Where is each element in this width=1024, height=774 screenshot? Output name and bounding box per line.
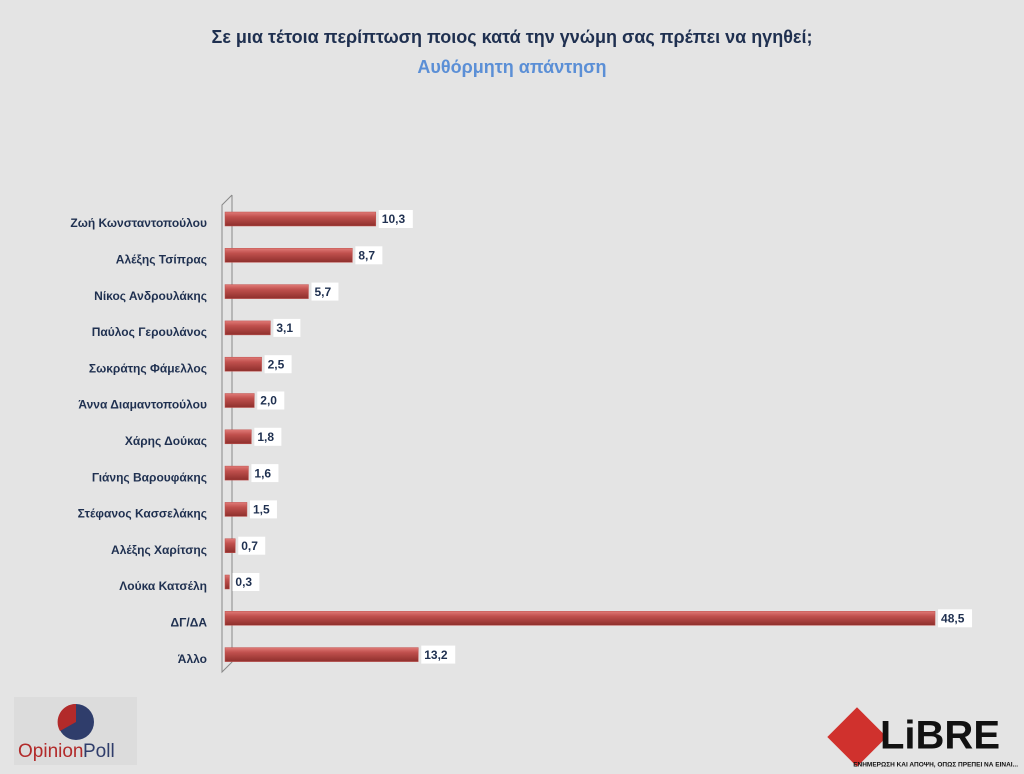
bar — [224, 393, 255, 408]
value-label-box — [264, 355, 292, 374]
bar — [224, 611, 936, 626]
logo-text: Poll — [83, 741, 115, 762]
bar — [224, 429, 252, 445]
bar — [224, 538, 236, 553]
value-label: 2,0 — [260, 394, 277, 408]
category-label: Ζωή Κωνσταντοπούλου — [70, 216, 207, 230]
category-label: Χάρης Δούκας — [125, 434, 207, 448]
category-label: Άννα Διαμαντοπούλου — [78, 398, 207, 412]
value-label: 5,7 — [314, 285, 331, 299]
category-label: Στέφανος Κασσελάκης — [78, 507, 207, 521]
value-label-box — [238, 536, 266, 555]
chart-title: Σε μια τέτοια περίπτωση ποιος κατά την γ… — [212, 27, 813, 47]
value-label: 3,1 — [276, 321, 293, 335]
value-label: 0,3 — [235, 575, 252, 589]
category-label: Γιάνης Βαρουφάκης — [92, 470, 207, 484]
value-label-box — [355, 246, 383, 265]
bar — [224, 248, 353, 263]
value-label-box — [257, 391, 285, 410]
bar — [224, 647, 419, 662]
value-label: 1,5 — [253, 503, 270, 517]
value-label-box — [938, 609, 973, 628]
logo-mark — [827, 707, 887, 767]
value-label-box — [251, 464, 279, 483]
value-label: 48,5 — [941, 611, 965, 625]
value-label: 1,6 — [254, 466, 271, 480]
chart-subtitle: Αυθόρμητη απάντηση — [417, 57, 606, 77]
category-label: Αλέξης Χαρίτσης — [111, 543, 207, 557]
category-label: Αλέξης Τσίπρας — [116, 252, 207, 266]
value-label-box — [273, 318, 301, 337]
value-label-box — [421, 645, 456, 664]
bar — [224, 356, 262, 372]
category-label: Νίκος Ανδρουλάκης — [94, 289, 207, 303]
value-label: 0,7 — [241, 539, 258, 553]
category-label: Λούκα Κατσέλη — [119, 579, 207, 593]
value-label-box — [232, 573, 260, 591]
value-label: 10,3 — [382, 212, 406, 226]
value-label-box — [249, 500, 277, 519]
bar — [224, 284, 309, 299]
bar — [224, 211, 377, 227]
value-label-box — [254, 427, 282, 446]
value-label-box — [378, 210, 413, 228]
logo-right: LiBRE ΕΝΗΜΕΡΩΣΗ ΚΑΙ ΑΠΟΨΗ, ΟΠΩΣ ΠΡΕΠΕΙ Ν… — [827, 707, 1018, 769]
value-label: 13,2 — [424, 648, 448, 662]
category-label: Άλλο — [178, 652, 207, 666]
category-label: ΔΓ/ΔΑ — [171, 615, 208, 629]
logo-tagline: ΕΝΗΜΕΡΩΣΗ ΚΑΙ ΑΠΟΨΗ, ΟΠΩΣ ΠΡΕΠΕΙ ΝΑ ΕΙΝΑ… — [853, 762, 1018, 769]
logo-text: LiBRE — [880, 714, 1000, 758]
bar — [224, 574, 230, 590]
category-label: Σωκράτης Φάμελλος — [89, 361, 207, 375]
logo-mark — [57, 703, 76, 731]
value-label-box — [311, 282, 339, 301]
logo-text: Opinion — [18, 741, 84, 762]
value-label: 8,7 — [358, 248, 375, 262]
bar — [224, 320, 271, 336]
bar — [224, 502, 248, 517]
category-label: Παύλος Γερουλάνος — [92, 325, 207, 339]
value-label: 1,8 — [257, 430, 274, 444]
logo-left: Opinion Poll — [14, 697, 137, 765]
value-label: 2,5 — [268, 357, 285, 371]
bar — [224, 465, 249, 481]
